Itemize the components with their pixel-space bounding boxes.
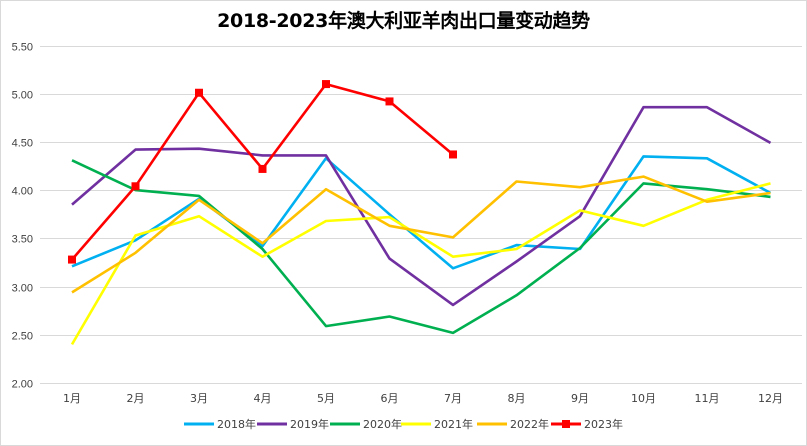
y-tick-label: 2.50 [12, 331, 33, 343]
series-line [70, 182, 771, 346]
series-line [71, 155, 772, 270]
legend: 2018年 2019年 2020年 2021年 2022年 2023年 [184, 417, 623, 431]
x-tick-label: 7月 [444, 392, 462, 405]
y-tick-label: 3.00 [12, 283, 33, 295]
series-line [71, 105, 772, 307]
series-2023 [68, 80, 457, 264]
legend-label: 2020年 [363, 417, 402, 431]
legend-item: 2021年 [401, 417, 473, 431]
data-point-marker [449, 150, 457, 159]
legend-label: 2021年 [434, 417, 473, 431]
legend-label: 2022年 [510, 417, 549, 431]
legend-item: 2019年 [257, 417, 329, 431]
x-axis: 1月 2月 3月 4月 5月 6月 7月 8月 9月 10月 11月 12月 [63, 392, 783, 405]
data-point-marker [68, 255, 76, 264]
x-tick-label: 10月 [631, 392, 656, 405]
y-tick-label: 2.00 [12, 379, 33, 391]
x-tick-label: 3月 [190, 392, 208, 405]
data-point-marker [258, 164, 267, 173]
x-tick-label: 12月 [758, 392, 783, 405]
series-2019 [71, 105, 772, 307]
x-tick-label: 4月 [254, 392, 272, 405]
series-2021 [70, 182, 771, 346]
data-point-marker [195, 88, 203, 97]
series-2018 [71, 155, 772, 270]
y-tick-label: 5.50 [12, 42, 33, 54]
y-tick-label: 3.50 [12, 234, 33, 246]
x-tick-label: 2月 [127, 392, 145, 405]
x-tick-label: 5月 [317, 392, 335, 405]
legend-label: 2019年 [290, 417, 329, 431]
series-group [68, 80, 772, 346]
x-tick-label: 1月 [63, 392, 81, 405]
y-axis: 2.00 2.50 3.00 3.50 4.00 4.50 5.00 5.50 [12, 42, 33, 391]
series-line [71, 159, 771, 335]
x-tick-label: 8月 [508, 392, 526, 405]
legend-label: 2018年 [217, 417, 256, 431]
data-point-marker [322, 80, 330, 89]
data-point-marker [385, 97, 394, 106]
legend-item: 2020年 [330, 417, 402, 431]
series-line [71, 175, 771, 294]
chart-title: 2018-2023年澳大利亚羊肉出口量变动趋势 [217, 10, 590, 32]
series-2020 [71, 159, 771, 335]
legend-item: 2018年 [184, 417, 256, 431]
legend-item: 2023年 [551, 417, 623, 431]
y-tick-label: 4.50 [12, 138, 33, 150]
y-tick-label: 5.00 [12, 90, 33, 102]
x-tick-label: 9月 [571, 392, 589, 405]
legend-marker [562, 420, 570, 428]
y-tick-label: 4.00 [12, 186, 33, 198]
series-2022 [71, 175, 771, 294]
x-tick-label: 6月 [381, 392, 399, 405]
data-point-marker [131, 182, 140, 191]
legend-label: 2023年 [584, 417, 623, 431]
legend-item: 2022年 [477, 417, 549, 431]
gridlines [40, 46, 802, 384]
x-tick-label: 11月 [695, 392, 720, 405]
